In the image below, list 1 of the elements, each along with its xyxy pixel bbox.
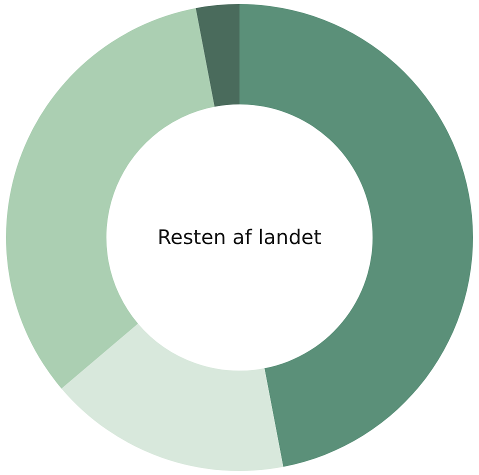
text: Resten af landet	[156, 225, 322, 249]
